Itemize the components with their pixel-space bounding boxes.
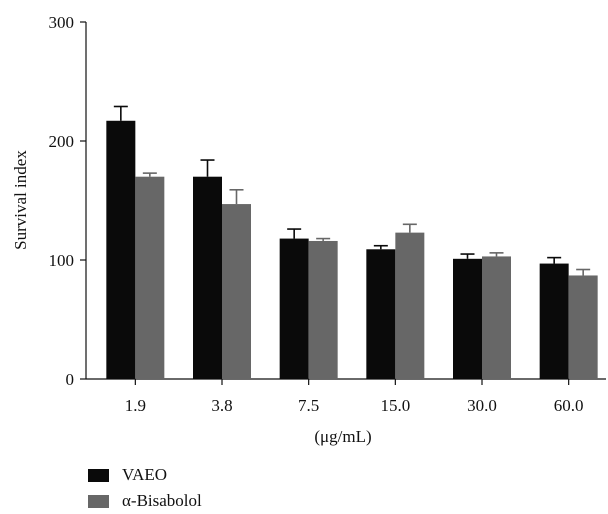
bar-vaeo — [366, 249, 396, 379]
bar-vaeo — [539, 263, 569, 379]
x-tick-label: 3.8 — [211, 396, 232, 415]
x-tick-label: 60.0 — [554, 396, 584, 415]
bars — [106, 105, 598, 380]
x-tick-label: 30.0 — [467, 396, 497, 415]
bar-chart: 0 100 200 300 1.9 3.8 7.5 15.0 30.0 60.0 Surviva… — [11, 13, 606, 446]
x-tick-label: 1.9 — [125, 396, 146, 415]
bar-vaeo — [279, 238, 309, 379]
legend-item-vaeo: VAEO — [88, 462, 202, 488]
bar-bisabolol — [568, 275, 598, 379]
bar-vaeo — [106, 120, 136, 380]
bar-bisabolol — [395, 232, 425, 379]
bar-bisabolol — [222, 204, 251, 379]
legend-swatch-vaeo — [88, 468, 109, 482]
x-tick-label: 7.5 — [298, 396, 319, 415]
y-axis: 0 100 200 300 — [49, 13, 87, 389]
y-tick-label: 0 — [66, 370, 75, 389]
x-axis-label: (μg/mL) — [314, 427, 371, 446]
y-axis-label: Survival index — [11, 150, 30, 250]
legend-label-vaeo: VAEO — [122, 465, 168, 484]
legend-swatch-bisabolol — [88, 494, 109, 508]
y-tick-label: 200 — [49, 132, 75, 151]
legend: VAEO α-Bisabolol — [88, 462, 202, 514]
y-tick-label: 300 — [49, 13, 75, 32]
bar-vaeo — [453, 258, 482, 379]
y-tick-label: 100 — [49, 251, 75, 270]
legend-label-bisabolol: α-Bisabolol — [122, 491, 202, 510]
legend-item-bisabolol: α-Bisabolol — [88, 488, 202, 514]
bar-bisabolol — [308, 240, 338, 379]
x-tick-label: 15.0 — [380, 396, 410, 415]
bar-bisabolol — [482, 256, 511, 379]
bar-bisabolol — [135, 176, 165, 379]
bar-vaeo — [193, 176, 222, 379]
x-axis: 1.9 3.8 7.5 15.0 30.0 60.0 — [86, 378, 606, 415]
